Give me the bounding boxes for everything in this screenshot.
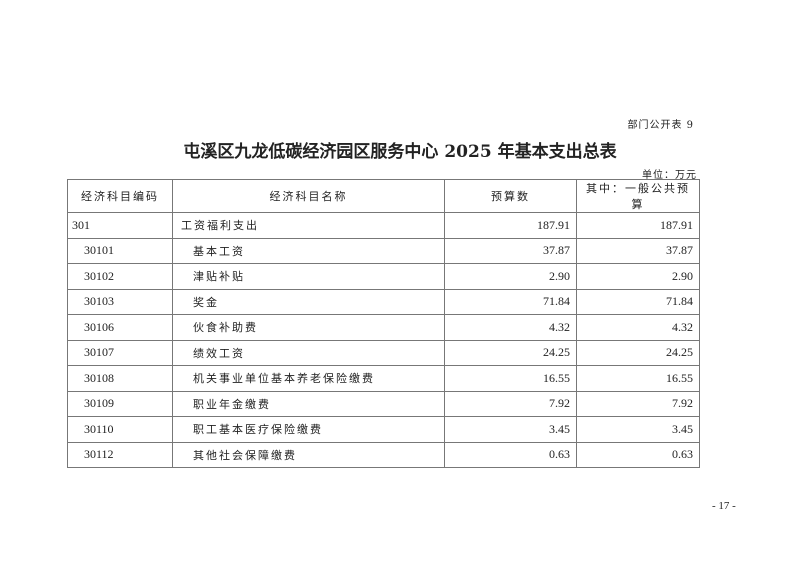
- cell-name: 基本工资: [172, 237, 445, 264]
- cell-name: 奖金: [172, 288, 445, 315]
- cell-budget: 2.90: [444, 263, 577, 290]
- cell-name: 绩效工资: [172, 339, 445, 366]
- unit-label: 单位：万元: [642, 170, 697, 181]
- cell-name: 津贴补贴: [172, 263, 445, 290]
- cell-code: 301: [67, 212, 173, 239]
- table-row: 30110 职工基本医疗保险缴费 3.45 3.45: [67, 416, 700, 443]
- cell-general-budget: 71.84: [576, 288, 700, 315]
- cell-name: 职工基本医疗保险缴费: [172, 416, 445, 443]
- table-row: 30107 绩效工资 24.25 24.25: [67, 339, 700, 366]
- cell-budget: 24.25: [444, 339, 577, 366]
- cell-general-budget: 37.87: [576, 237, 700, 264]
- cell-code: 30108: [67, 365, 173, 392]
- header-general-budget: 其中：一般公共预算: [576, 179, 700, 213]
- cell-code: 30101: [67, 237, 173, 264]
- cell-code: 30106: [67, 314, 173, 341]
- cell-budget: 0.63: [444, 441, 577, 468]
- cell-name: 机关事业单位基本养老保险缴费: [172, 365, 445, 392]
- page-number: - 17 -: [712, 500, 736, 512]
- cell-general-budget: 4.32: [576, 314, 700, 341]
- table-row: 30103 奖金 71.84 71.84: [67, 288, 700, 315]
- cell-code: 30109: [67, 390, 173, 417]
- table-row: 30101 基本工资 37.87 37.87: [67, 237, 700, 264]
- basic-expenditure-table: 经济科目编码 经济科目名称 预算数 其中：一般公共预算 301 工资福利支出 187…: [67, 179, 700, 468]
- cell-code: 30107: [67, 339, 173, 366]
- cell-budget: 3.45: [444, 416, 577, 443]
- cell-code: 30103: [67, 288, 173, 315]
- cell-name: 伙食补助费: [172, 314, 445, 341]
- page-title: 屯溪区九龙低碳经济园区服务中心 2025 年基本支出总表: [183, 142, 617, 162]
- cell-general-budget: 0.63: [576, 441, 700, 468]
- cell-code: 30110: [67, 416, 173, 443]
- cell-budget: 4.32: [444, 314, 577, 341]
- cell-budget: 187.91: [444, 212, 577, 239]
- cell-code: 30102: [67, 263, 173, 290]
- cell-general-budget: 7.92: [576, 390, 700, 417]
- cell-general-budget: 2.90: [576, 263, 700, 290]
- table-row: 301 工资福利支出 187.91 187.91: [67, 212, 700, 239]
- table-row: 30109 职业年金缴费 7.92 7.92: [67, 390, 700, 417]
- table-row: 30106 伙食补助费 4.32 4.32: [67, 314, 700, 341]
- table-row: 30102 津贴补贴 2.90 2.90: [67, 263, 700, 290]
- table-row: 30108 机关事业单位基本养老保险缴费 16.55 16.55: [67, 365, 700, 392]
- cell-general-budget: 187.91: [576, 212, 700, 239]
- header-name: 经济科目名称: [172, 179, 445, 213]
- cell-general-budget: 24.25: [576, 339, 700, 366]
- cell-budget: 37.87: [444, 237, 577, 264]
- cell-budget: 7.92: [444, 390, 577, 417]
- table-tag: 部门公开表 9: [627, 120, 694, 131]
- table-header-row: 经济科目编码 经济科目名称 预算数 其中：一般公共预算: [67, 179, 700, 213]
- cell-name: 职业年金缴费: [172, 390, 445, 417]
- table-row: 30112 其他社会保障缴费 0.63 0.63: [67, 441, 700, 468]
- cell-budget: 71.84: [444, 288, 577, 315]
- cell-code: 30112: [67, 441, 173, 468]
- cell-general-budget: 3.45: [576, 416, 700, 443]
- cell-name: 工资福利支出: [172, 212, 445, 239]
- cell-budget: 16.55: [444, 365, 577, 392]
- header-code: 经济科目编码: [67, 179, 173, 213]
- cell-name: 其他社会保障缴费: [172, 441, 445, 468]
- cell-general-budget: 16.55: [576, 365, 700, 392]
- header-budget: 预算数: [444, 179, 577, 213]
